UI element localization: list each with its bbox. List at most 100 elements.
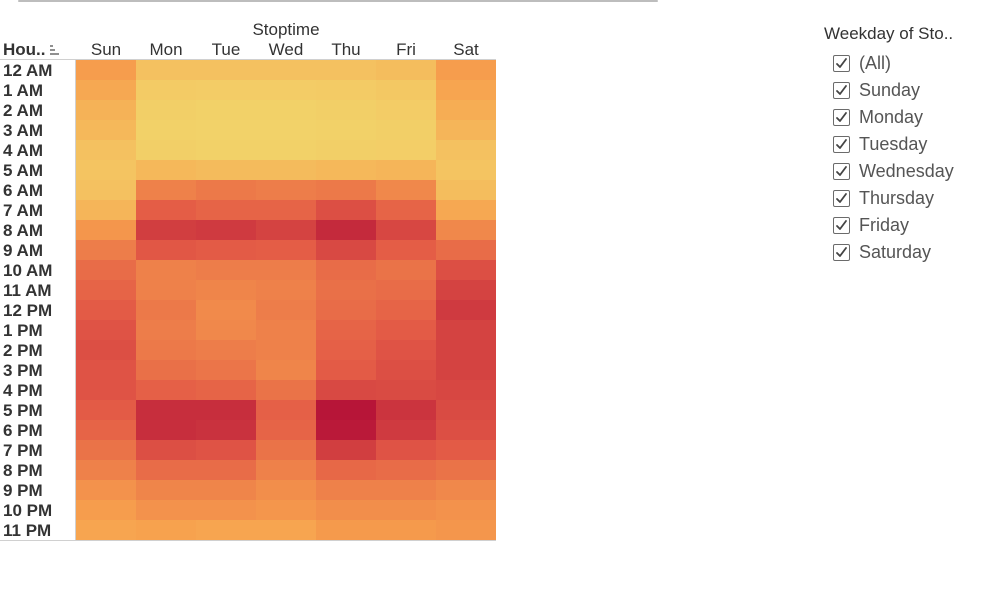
heatmap-cell[interactable] xyxy=(316,320,376,340)
heatmap-cell[interactable] xyxy=(196,480,256,500)
heatmap-cell[interactable] xyxy=(376,380,436,400)
heatmap-cell[interactable] xyxy=(76,400,136,420)
filter-item-tuesday[interactable]: Tuesday xyxy=(833,131,994,158)
heatmap-cell[interactable] xyxy=(196,420,256,440)
filter-item-monday[interactable]: Monday xyxy=(833,104,994,131)
heatmap-cell[interactable] xyxy=(436,480,496,500)
heatmap-cell[interactable] xyxy=(376,400,436,420)
heatmap-cell[interactable] xyxy=(436,340,496,360)
heatmap-cell[interactable] xyxy=(436,240,496,260)
heatmap-cell[interactable] xyxy=(196,140,256,160)
heatmap-cell[interactable] xyxy=(256,200,316,220)
heatmap-cell[interactable] xyxy=(136,320,196,340)
heatmap-cell[interactable] xyxy=(76,320,136,340)
heatmap-cell[interactable] xyxy=(316,500,376,520)
heatmap-cell[interactable] xyxy=(256,140,316,160)
checkbox[interactable] xyxy=(833,109,850,126)
heatmap-cell[interactable] xyxy=(376,360,436,380)
heatmap-cell[interactable] xyxy=(436,420,496,440)
heatmap-cell[interactable] xyxy=(136,520,196,540)
heatmap-cell[interactable] xyxy=(76,360,136,380)
heatmap-cell[interactable] xyxy=(376,460,436,480)
heatmap-cell[interactable] xyxy=(316,180,376,200)
heatmap-cell[interactable] xyxy=(256,120,316,140)
heatmap-cell[interactable] xyxy=(196,460,256,480)
heatmap-cell[interactable] xyxy=(316,480,376,500)
heatmap-cell[interactable] xyxy=(316,280,376,300)
heatmap-cell[interactable] xyxy=(376,500,436,520)
heatmap-cell[interactable] xyxy=(136,160,196,180)
heatmap-cell[interactable] xyxy=(196,500,256,520)
heatmap-cell[interactable] xyxy=(76,500,136,520)
heatmap-cell[interactable] xyxy=(76,180,136,200)
heatmap-cell[interactable] xyxy=(256,360,316,380)
filter-item-friday[interactable]: Friday xyxy=(833,212,994,239)
heatmap-cell[interactable] xyxy=(436,280,496,300)
checkbox[interactable] xyxy=(833,217,850,234)
heatmap-cell[interactable] xyxy=(316,360,376,380)
heatmap-cell[interactable] xyxy=(196,180,256,200)
heatmap-cell[interactable] xyxy=(316,340,376,360)
checkbox[interactable] xyxy=(833,190,850,207)
heatmap-cell[interactable] xyxy=(256,440,316,460)
heatmap-cell[interactable] xyxy=(316,380,376,400)
heatmap-cell[interactable] xyxy=(316,60,376,80)
heatmap-cell[interactable] xyxy=(76,160,136,180)
heatmap-cell[interactable] xyxy=(196,160,256,180)
heatmap-cell[interactable] xyxy=(196,240,256,260)
heatmap-cell[interactable] xyxy=(316,460,376,480)
heatmap-cell[interactable] xyxy=(136,440,196,460)
heatmap-cell[interactable] xyxy=(136,480,196,500)
heatmap-cell[interactable] xyxy=(136,400,196,420)
heatmap-cell[interactable] xyxy=(436,380,496,400)
heatmap-cell[interactable] xyxy=(196,520,256,540)
heatmap-cell[interactable] xyxy=(436,60,496,80)
checkbox[interactable] xyxy=(833,163,850,180)
filter-item-all[interactable]: (All) xyxy=(833,50,994,77)
heatmap-cell[interactable] xyxy=(136,140,196,160)
heatmap-cell[interactable] xyxy=(76,200,136,220)
heatmap-cell[interactable] xyxy=(376,220,436,240)
heatmap-cell[interactable] xyxy=(256,100,316,120)
heatmap-cell[interactable] xyxy=(76,120,136,140)
heatmap-cell[interactable] xyxy=(436,160,496,180)
heatmap-cell[interactable] xyxy=(376,140,436,160)
heatmap-cell[interactable] xyxy=(316,240,376,260)
heatmap-cell[interactable] xyxy=(76,440,136,460)
heatmap-cell[interactable] xyxy=(316,300,376,320)
heatmap-cell[interactable] xyxy=(316,200,376,220)
heatmap-cell[interactable] xyxy=(316,520,376,540)
heatmap-cell[interactable] xyxy=(376,320,436,340)
heatmap-cell[interactable] xyxy=(196,440,256,460)
heatmap-cell[interactable] xyxy=(436,220,496,240)
heatmap-cell[interactable] xyxy=(376,300,436,320)
heatmap-cell[interactable] xyxy=(436,460,496,480)
heatmap-cell[interactable] xyxy=(376,480,436,500)
heatmap-cell[interactable] xyxy=(76,380,136,400)
heatmap-cell[interactable] xyxy=(436,260,496,280)
heatmap-cell[interactable] xyxy=(316,160,376,180)
heatmap-cell[interactable] xyxy=(76,240,136,260)
heatmap-cell[interactable] xyxy=(436,140,496,160)
heatmap-cell[interactable] xyxy=(76,460,136,480)
heatmap-cell[interactable] xyxy=(256,60,316,80)
heatmap-cell[interactable] xyxy=(196,260,256,280)
heatmap-cell[interactable] xyxy=(436,440,496,460)
heatmap-cell[interactable] xyxy=(76,140,136,160)
heatmap-cell[interactable] xyxy=(316,140,376,160)
heatmap-cell[interactable] xyxy=(136,120,196,140)
heatmap-cell[interactable] xyxy=(196,300,256,320)
heatmap-cell[interactable] xyxy=(136,220,196,240)
heatmap-cell[interactable] xyxy=(256,280,316,300)
heatmap-cell[interactable] xyxy=(256,340,316,360)
heatmap-cell[interactable] xyxy=(436,520,496,540)
heatmap-cell[interactable] xyxy=(196,200,256,220)
heatmap-cell[interactable] xyxy=(256,380,316,400)
heatmap-cell[interactable] xyxy=(256,520,316,540)
heatmap-cell[interactable] xyxy=(316,220,376,240)
heatmap-cell[interactable] xyxy=(76,520,136,540)
heatmap-cell[interactable] xyxy=(376,520,436,540)
horizontal-scrollbar[interactable] xyxy=(18,0,658,2)
heatmap-cell[interactable] xyxy=(316,440,376,460)
checkbox[interactable] xyxy=(833,244,850,261)
